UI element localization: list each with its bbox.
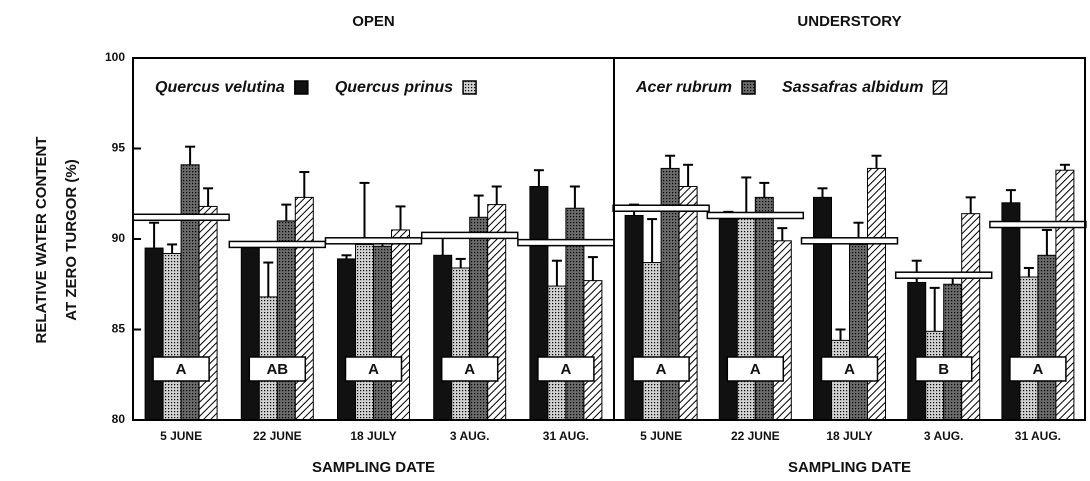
letter-box [152, 356, 210, 382]
group-letter: A [560, 361, 571, 378]
legend-label: Acer rubrum [635, 79, 732, 96]
legend-swatch [462, 80, 477, 95]
bar [772, 240, 792, 421]
mean-line [324, 237, 423, 245]
panel-title: OPEN [352, 13, 395, 30]
x-tick-label: 22 JUNE [253, 429, 302, 443]
bar [240, 245, 260, 421]
bar [1001, 202, 1021, 421]
x-tick-label: 31 AUG. [543, 429, 589, 443]
group-letter: AB [266, 361, 288, 378]
letter-box [1009, 356, 1067, 382]
bar [678, 186, 698, 421]
panel-title: UNDERSTORY [797, 13, 901, 30]
bar [144, 247, 164, 421]
mean-line [420, 231, 519, 240]
y-tick-label: 100 [105, 50, 125, 64]
plot-frame [132, 57, 1086, 421]
legend-label: Sassafras albidum [782, 79, 923, 96]
bar [294, 196, 314, 421]
letter-box [248, 356, 307, 382]
bar [1019, 276, 1039, 421]
y-tick-label: 90 [112, 231, 126, 245]
bar [391, 229, 410, 421]
group-letter: A [464, 361, 475, 378]
letter-box [914, 356, 973, 382]
group-letter: A [750, 361, 761, 378]
group-letter: A [656, 361, 667, 378]
x-tick-label: 3 AUG. [450, 429, 490, 443]
bar [813, 196, 832, 421]
bar [624, 214, 644, 421]
x-tick-label: 5 JUNE [160, 429, 202, 443]
mean-line [706, 211, 805, 220]
legend-label: Quercus velutina [155, 79, 285, 96]
bar [337, 258, 356, 421]
mean-line [894, 271, 993, 279]
bar [867, 167, 886, 421]
bar [198, 205, 218, 421]
y-axis-label: AT ZERO TURGOR (%) [63, 159, 80, 320]
bar [355, 243, 374, 421]
letter-box [537, 356, 595, 382]
bar [754, 196, 774, 421]
x-axis-label: SAMPLING DATE [312, 459, 435, 476]
bar [1037, 254, 1057, 421]
mean-line [517, 238, 615, 247]
legend-swatch [741, 80, 756, 95]
letter-box [632, 356, 690, 382]
bar [907, 281, 927, 421]
legend-label: Quercus prinus [335, 79, 453, 96]
y-tick-label: 85 [112, 322, 126, 336]
group-letter: A [368, 361, 379, 378]
bar [451, 267, 471, 421]
legend-swatch [932, 80, 948, 95]
x-tick-label: 18 JULY [826, 429, 872, 443]
mean-line [228, 240, 327, 249]
x-tick-label: 3 AUG. [924, 429, 964, 443]
mean-line [132, 213, 230, 222]
bar [276, 220, 296, 421]
bar [433, 254, 453, 421]
mean-line [612, 204, 710, 212]
group-letter: A [844, 361, 855, 378]
y-tick-label: 95 [112, 141, 126, 155]
group-letter: B [938, 361, 949, 378]
bar [583, 280, 603, 421]
y-axis-label: RELATIVE WATER CONTENT [33, 137, 50, 344]
bar [943, 283, 963, 421]
group-letter: A [1032, 361, 1043, 378]
bar [469, 216, 489, 421]
group-letter: A [176, 361, 187, 378]
bar [373, 245, 392, 421]
x-tick-label: 31 AUG. [1015, 429, 1061, 443]
bar [162, 252, 182, 421]
x-axis-label: SAMPLING DATE [788, 459, 911, 476]
letter-box [726, 356, 785, 382]
bar [736, 214, 756, 421]
bar [718, 216, 738, 421]
bar [642, 262, 662, 421]
bar [961, 213, 981, 421]
bar [1055, 169, 1075, 421]
x-tick-label: 18 JULY [350, 429, 396, 443]
letter-box [344, 356, 403, 382]
mean-line [800, 237, 899, 245]
letter-box [820, 356, 879, 382]
letter-box [440, 356, 499, 382]
mean-line [989, 220, 1087, 229]
x-tick-label: 22 JUNE [731, 429, 780, 443]
legend-swatch [294, 80, 309, 95]
y-tick-label: 80 [112, 412, 126, 426]
x-tick-label: 5 JUNE [640, 429, 682, 443]
bar [849, 243, 868, 421]
bar [547, 285, 567, 421]
bar [529, 186, 549, 421]
